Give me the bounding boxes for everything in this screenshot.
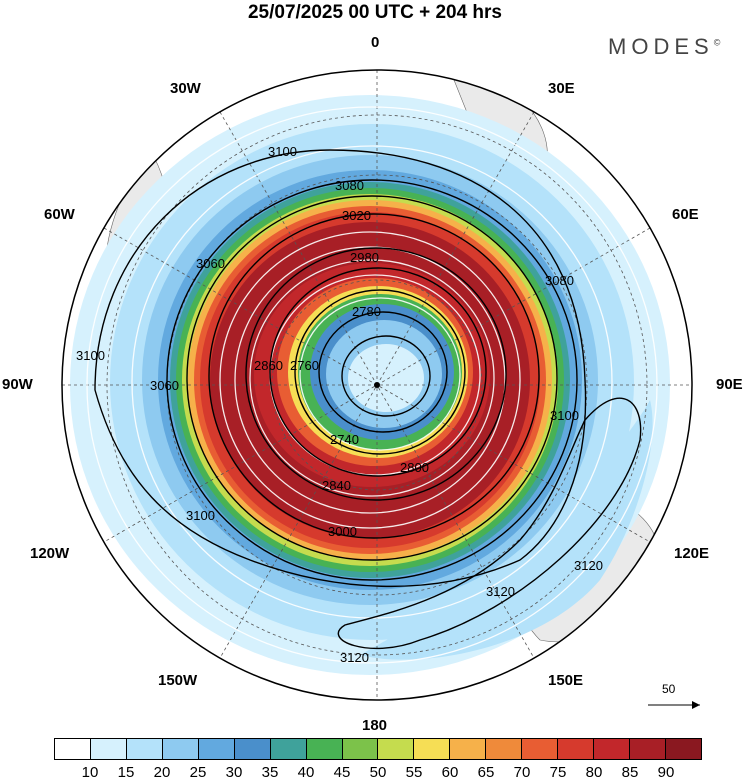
- contour-label-2840: 2840: [322, 478, 351, 493]
- lon-label-120e: 120E: [674, 545, 710, 562]
- colorbar-box-0: [55, 739, 91, 759]
- contour-label-3060: 3060: [196, 256, 225, 271]
- lon-label-60w: 60W: [44, 206, 75, 223]
- colorbar-tick-70: 70: [513, 764, 531, 781]
- colorbar-box-2: [126, 739, 163, 759]
- contour-label-2860: 2860: [254, 358, 283, 373]
- lon-label-30w: 30W: [170, 80, 201, 97]
- map-border: [61, 69, 693, 701]
- colorbar-tick-55: 55: [405, 764, 423, 781]
- colorbar-box-11: [450, 739, 487, 759]
- contour-label-3080: 3080: [335, 178, 364, 193]
- contour-label-3120-b: 3120: [340, 650, 369, 665]
- contour-label-3120-a: 3120: [486, 584, 515, 599]
- contour-label-3100-bottom: 3100: [186, 508, 215, 523]
- brand-text: MODES: [608, 34, 714, 59]
- lon-label-90e: 90E: [716, 376, 743, 393]
- colorbar-box-5: [234, 739, 271, 759]
- contour-3100: [94, 149, 587, 588]
- contour-label-3020: 3020: [342, 208, 371, 223]
- colorbar-box-13: [522, 739, 559, 759]
- contour-label-2960: 2980: [350, 250, 379, 265]
- contour-label-3060-left: 3060: [150, 378, 179, 393]
- height-contours: [94, 149, 642, 650]
- lon-label-120w: 120W: [30, 545, 70, 562]
- reference-vector-head: [692, 701, 700, 709]
- lon-label-150w: 150W: [158, 672, 198, 689]
- lon-label-60e: 60E: [672, 206, 699, 223]
- ridge-3120-band: [360, 400, 653, 660]
- contour-label-3100-left: 3100: [76, 348, 105, 363]
- colorbar-tick-85: 85: [621, 764, 639, 781]
- lon-label-180: 180: [362, 717, 388, 734]
- colorbar-box-1: [90, 739, 127, 759]
- contour-label-3080-right: 3080: [545, 273, 574, 288]
- colorbar-tick-30: 30: [225, 764, 243, 781]
- colorbar-tick-75: 75: [549, 764, 567, 781]
- colorbar-box-4: [198, 739, 235, 759]
- colorbar-box-14: [558, 739, 595, 759]
- colorbar-box-17: [665, 739, 701, 759]
- brand-logo: MODES©: [608, 34, 720, 60]
- contour-label-2800: 2800: [400, 460, 429, 475]
- contour-label-2740: 2740: [330, 432, 359, 447]
- colorbar-box-12: [486, 739, 523, 759]
- colorbar-tick-60: 60: [441, 764, 459, 781]
- lon-label-30e: 30E: [548, 80, 575, 97]
- contour-label-3000: 3000: [328, 524, 357, 539]
- lon-label-90w: 90W: [2, 376, 33, 393]
- colorbar-tick-45: 45: [333, 764, 351, 781]
- contour-label-3120-c: 3120: [574, 558, 603, 573]
- colorbar-box-10: [414, 739, 451, 759]
- colorbar-tick-90: 90: [657, 764, 675, 781]
- brand-copyright: ©: [713, 37, 721, 48]
- colorbar-tick-20: 20: [153, 764, 171, 781]
- contour-label-3100-right: 3100: [550, 408, 579, 423]
- colorbar-tick-65: 65: [477, 764, 495, 781]
- colorbar-tick-35: 35: [261, 764, 279, 781]
- colorbar-box-6: [270, 739, 307, 759]
- contour-label-3100-top: 3100: [268, 144, 297, 159]
- colorbar-box-8: [342, 739, 379, 759]
- colorbar-tick-50: 50: [369, 764, 387, 781]
- streamlines: [86, 106, 658, 664]
- colorbar-tick-15: 15: [117, 764, 135, 781]
- colorbar-tick-40: 40: [297, 764, 315, 781]
- colorbar-box-9: [378, 739, 415, 759]
- colorbar-tick-80: 80: [585, 764, 603, 781]
- colorbar: [54, 738, 702, 760]
- colorbar-tick-25: 25: [189, 764, 207, 781]
- contour-3120: [337, 397, 642, 650]
- reference-vector-label: 50: [662, 682, 676, 696]
- colorbar-tick-10: 10: [81, 764, 99, 781]
- lon-label-150e: 150E: [548, 672, 584, 689]
- contour-label-2780: 2780: [352, 304, 381, 319]
- colorbar-box-7: [306, 739, 343, 759]
- lon-label-0: 0: [371, 34, 380, 51]
- contour-label-layer: 3100 3080 3060 3020 3000 2980 2860 2840 …: [76, 144, 603, 665]
- colorbar-box-3: [162, 739, 199, 759]
- colorbar-box-16: [630, 739, 666, 759]
- contour-label-2760: 2760: [290, 358, 319, 373]
- wind-band-15-inner: [348, 344, 424, 412]
- map-title: 25/07/2025 00 UTC + 204 hrs: [247, 2, 503, 23]
- pole-marker: [374, 382, 380, 388]
- colorbar-box-15: [594, 739, 630, 759]
